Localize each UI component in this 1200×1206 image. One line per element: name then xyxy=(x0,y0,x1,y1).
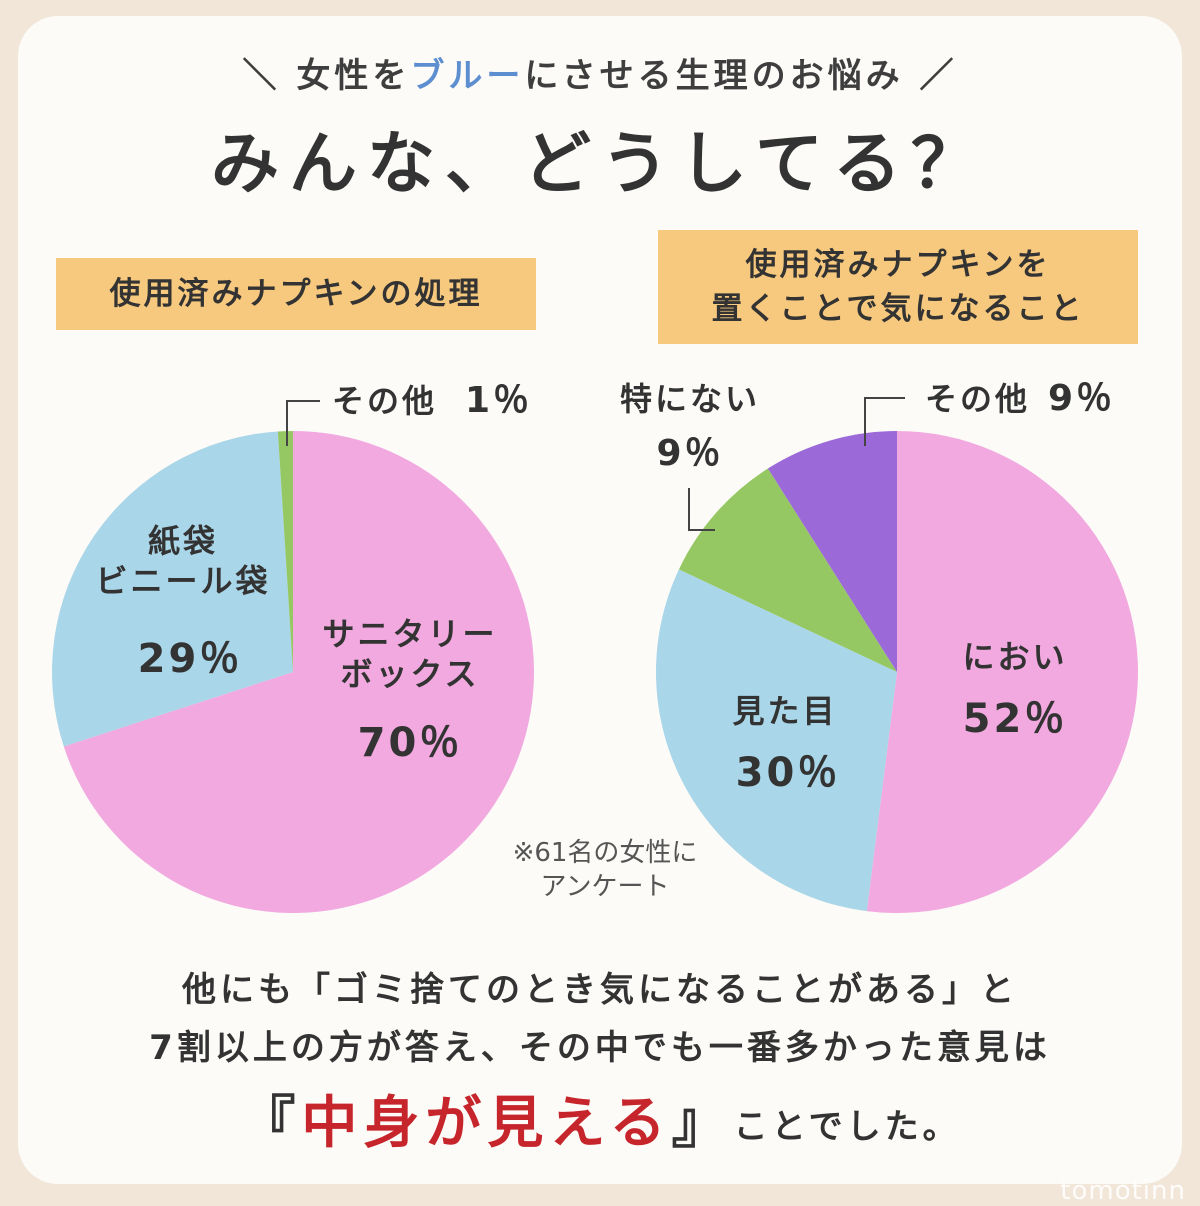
body-line-3: 『中身が見える』ことでした。 xyxy=(0,1078,1200,1159)
chart-1-value-2: 29％ xyxy=(138,636,243,682)
chart-1-slice-1 xyxy=(63,431,535,914)
chart-1-slice-2 xyxy=(52,431,293,747)
chart-1-label-3: その他 xyxy=(332,382,437,420)
chart-2-title-line-1: 使用済みナプキンを xyxy=(745,247,1051,283)
subtitle-part-2: にさせる生理のお悩み ／ xyxy=(524,56,958,96)
chart-1-value-1: 70％ xyxy=(358,720,463,766)
body-line-1: 他にも「ゴミ捨てのとき気になることがある」と xyxy=(182,970,1018,1010)
survey-note: ※61名の女性に アンケート xyxy=(470,836,740,904)
chart-2-leader-3 xyxy=(688,488,715,531)
chart-1-value-3: 1％ xyxy=(465,380,532,421)
highlight-text: 中身が見える xyxy=(301,1091,672,1156)
close-bracket: 』 xyxy=(671,1091,734,1156)
survey-note-line-2: アンケート xyxy=(540,872,670,902)
chart-2-slice-4 xyxy=(767,431,897,672)
chart-2-title: 使用済みナプキンを 置くことで気になること xyxy=(658,230,1138,344)
chart-2-label-4: その他 xyxy=(925,380,1030,418)
chart-2-value-1: 52％ xyxy=(963,696,1068,742)
open-bracket: 『 xyxy=(239,1091,302,1156)
chart-2-value-4: 9％ xyxy=(1048,378,1115,419)
chart-2-label-3: 特にない xyxy=(620,380,760,418)
chart-2-leader-4 xyxy=(864,397,905,446)
chart-1-label-2-line-1: 紙袋 xyxy=(148,522,218,560)
subtitle-part-1: ＼ 女性を xyxy=(242,56,411,96)
chart-2-slice-3 xyxy=(678,468,897,672)
chart-2-slice-2 xyxy=(656,569,897,912)
subtitle: ＼ 女性をブルーにさせる生理のお悩み ／ xyxy=(0,48,1200,97)
body-line-2: 7割以上の方が答え、その中でも一番多かった意見は xyxy=(149,1028,1051,1068)
watermark: tomotinn xyxy=(1060,1176,1186,1206)
body-line-3-tail: ことでした。 xyxy=(733,1107,961,1147)
chart-1-label-2-line-2: ビニール袋 xyxy=(95,562,270,600)
chart-1-label-1-line-1: サニタリー xyxy=(322,615,497,653)
chart-2-label-1: におい xyxy=(962,638,1067,676)
chart-2-slice-1 xyxy=(866,431,1138,913)
chart-2-title-line-2: 置くことで気になること xyxy=(711,291,1085,327)
chart-2-value-3: 9％ xyxy=(656,433,723,474)
chart-2-label-2: 見た目 xyxy=(732,692,837,730)
chart-1-label-1-line-2: ボックス xyxy=(340,655,479,693)
page-title: みんな、どうしてる？ xyxy=(211,125,989,204)
chart-2-value-2: 30％ xyxy=(736,750,841,796)
subtitle-blue-word: ブルー xyxy=(410,56,525,96)
chart-1-slice-3 xyxy=(277,431,293,672)
chart-1-title: 使用済みナプキンの処理 xyxy=(56,258,536,330)
chart-1-title-line: 使用済みナプキンの処理 xyxy=(109,276,483,312)
chart-1-leader-3 xyxy=(286,400,320,446)
survey-note-line-1: ※61名の女性に xyxy=(512,838,698,868)
